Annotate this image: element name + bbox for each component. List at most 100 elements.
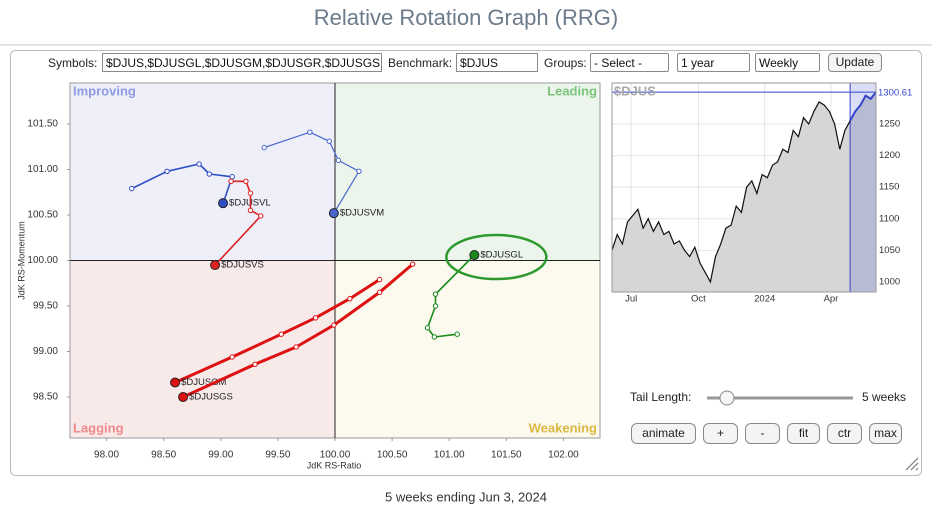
x-tick-label: Oct <box>691 294 706 305</box>
tail-dot <box>356 168 362 174</box>
tail-line <box>426 254 475 338</box>
tail-dot <box>247 207 254 214</box>
quadrant-label: Improving <box>73 83 136 98</box>
tail-dot <box>326 138 332 144</box>
tail-dot <box>229 354 235 360</box>
tail-dot <box>335 157 342 164</box>
page-title: Relative Rotation Graph (RRG) <box>314 5 618 30</box>
tail-dot <box>243 178 249 185</box>
slider-thumb[interactable] <box>719 390 735 406</box>
tail-dot <box>424 325 431 331</box>
quadrant-label: Weakening <box>529 420 597 435</box>
tail-dot <box>293 344 299 350</box>
quadrant <box>70 83 335 261</box>
tail-dot <box>247 190 254 196</box>
period-select[interactable]: 1 year <box>677 53 750 72</box>
tail-dot <box>431 334 438 340</box>
tail-dot <box>376 276 383 283</box>
head-dot <box>170 377 181 388</box>
x-tick-label: 98.00 <box>94 450 119 461</box>
y-tick-label: 101.50 <box>27 119 58 130</box>
series-label: $DJUSGM <box>181 377 226 388</box>
y-tick-label: 1250 <box>879 119 900 130</box>
x-tick-label: 102.00 <box>548 450 579 461</box>
tail-dot <box>206 171 213 177</box>
head-dot <box>469 250 480 261</box>
control-button[interactable]: ctr <box>827 423 862 444</box>
y-tick-label: 98.50 <box>33 392 58 403</box>
frequency-select[interactable]: Weekly <box>755 53 820 72</box>
series-label: $DJUSGS <box>189 392 233 403</box>
tail-dot <box>432 291 439 297</box>
chart-title: $DJUS <box>614 83 656 98</box>
y-tick-label: 1000 <box>879 276 900 287</box>
update-button[interactable]: Update <box>828 53 882 72</box>
y-tick-label: 101.00 <box>27 164 58 175</box>
tail-dot <box>347 296 353 302</box>
rrg-chart: Improving Leading Lagging Weakening 98.00 98.… <box>16 82 601 470</box>
series-label: $DJUSGL <box>480 250 523 261</box>
tail-dot <box>228 178 234 185</box>
y-tick-label: 1150 <box>879 182 899 193</box>
x-tick-label: 100.50 <box>377 450 408 461</box>
tail-dot <box>409 261 416 267</box>
series-label: $DJUSVM <box>340 208 384 219</box>
x-tick-label: Apr <box>824 294 839 305</box>
groups-label: Groups: <box>544 56 587 70</box>
symbols-label: Symbols: <box>48 56 98 70</box>
tail-dot <box>164 168 170 174</box>
quadrant-label: Leading <box>547 83 597 98</box>
head-dot <box>178 392 189 403</box>
y-tick-label: 100.00 <box>27 255 58 266</box>
tail-dot <box>454 331 460 337</box>
y-tick-label: 1200 <box>879 150 900 161</box>
last-value-label: 1300.61 <box>878 88 912 99</box>
head-dot <box>328 208 339 219</box>
x-tick-label: Jul <box>625 294 637 305</box>
price-chart: 1000 1050 1100 1150 1200 1250 Jul Oct 2024 Apr 130… <box>611 82 912 305</box>
price-line <box>611 91 877 284</box>
tail-line <box>174 278 381 384</box>
control-button[interactable]: max <box>869 423 902 444</box>
series-label: $DJUSVS <box>221 260 264 271</box>
highlight-ring <box>445 233 548 281</box>
tail-dot <box>128 185 135 192</box>
control-button[interactable]: + <box>703 423 738 444</box>
tail-dot <box>229 174 235 180</box>
head-dot <box>218 198 229 209</box>
benchmark-input[interactable]: $DJUS <box>456 53 538 72</box>
quadrant-label: Lagging <box>73 420 124 435</box>
tail-label: Tail Length: <box>630 390 692 404</box>
quadrant <box>335 83 600 261</box>
control-button[interactable]: animate <box>631 423 696 444</box>
symbols-input[interactable]: $DJUS,$DJUSGL,$DJUSGM,$DJUSGR,$DJUSGS <box>102 53 382 72</box>
tail-dot <box>252 361 258 367</box>
tail-dot <box>331 322 337 328</box>
tail-dot <box>312 315 319 321</box>
x-tick-label: 100.00 <box>320 450 351 461</box>
tail-value: 5 weeks <box>862 390 907 404</box>
resize-grip <box>905 457 919 471</box>
benchmark-label: Benchmark: <box>388 56 453 70</box>
x-tick-label: 99.00 <box>208 450 233 461</box>
x-tick-label: 98.50 <box>151 450 176 461</box>
footer-caption: 5 weeks ending Jun 3, 2024 <box>385 489 547 504</box>
control-button[interactable]: fit <box>787 423 820 444</box>
y-tick-label: 100.50 <box>27 210 58 221</box>
x-tick-label: 101.50 <box>491 450 522 461</box>
tail-dot <box>376 289 383 296</box>
x-axis-title: JdK RS-Ratio <box>307 460 362 470</box>
groups-select[interactable]: - Select - <box>590 53 669 72</box>
y-tick-label: 1100 <box>879 213 899 224</box>
tail-dot <box>432 303 439 309</box>
tail-dot <box>258 213 264 219</box>
control-button[interactable]: - <box>745 423 780 444</box>
tail-dot <box>196 161 202 167</box>
y-tick-label: 99.00 <box>33 346 58 357</box>
x-tick-label: 101.00 <box>434 450 465 461</box>
tail-price-line <box>849 91 877 122</box>
y-axis-title: JdK RS-Momentum <box>16 221 26 300</box>
y-tick-label: 1050 <box>879 245 900 256</box>
